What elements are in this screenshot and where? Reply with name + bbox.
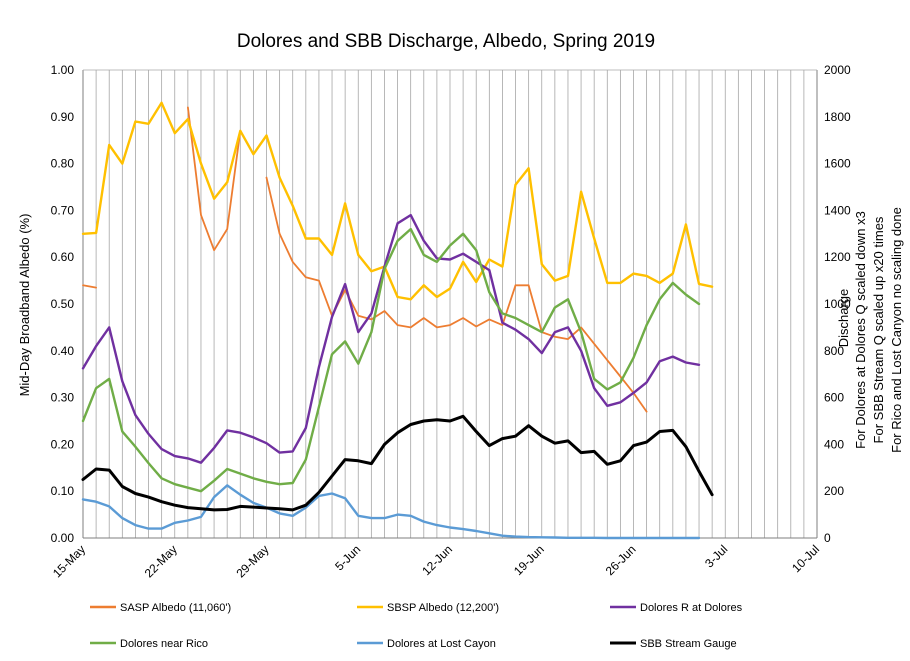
y2-tick-label: 200 bbox=[824, 484, 844, 498]
y2-tick-label: 1000 bbox=[824, 297, 851, 311]
legend-label: Dolores at Lost Cayon bbox=[387, 638, 496, 650]
y-tick-label: 0.30 bbox=[51, 391, 75, 405]
series-line bbox=[265, 176, 648, 413]
series-lines bbox=[81, 101, 714, 540]
series-line bbox=[81, 227, 701, 493]
y-tick-label: 0.20 bbox=[51, 437, 75, 451]
y2-tick-label: 0 bbox=[824, 531, 831, 545]
y2-tick-label: 1200 bbox=[824, 250, 851, 264]
legend-label: Dolores R at Dolores bbox=[640, 602, 743, 614]
y2-tick-label: 800 bbox=[824, 344, 844, 358]
y-tick-label: 0.50 bbox=[51, 297, 75, 311]
y-tick-label: 1.00 bbox=[51, 63, 75, 77]
y-tick-label: 0.90 bbox=[51, 110, 75, 124]
y2-tick-label: 2000 bbox=[824, 63, 851, 77]
y2-axis-title-line: For Rico and Lost Canyon no scaling done bbox=[889, 207, 904, 453]
y-tick-label: 0.10 bbox=[51, 484, 75, 498]
legend-label: SASP Albedo (11,060') bbox=[120, 602, 231, 614]
y2-axis-title: Discharge For Dolores at Dolores Q scaled… bbox=[836, 207, 904, 453]
y2-tick-label: 400 bbox=[824, 437, 844, 451]
y-tick-label: 0.60 bbox=[51, 250, 75, 264]
legend-label: Dolores near Rico bbox=[120, 638, 208, 650]
chart-title: Dolores and SBB Discharge, Albedo, Sprin… bbox=[237, 31, 655, 52]
y2-tick-label: 1800 bbox=[824, 110, 851, 124]
series-line bbox=[81, 213, 701, 464]
series-line bbox=[81, 414, 714, 512]
y-tick-label: 0.80 bbox=[51, 157, 75, 171]
legend-label: SBSP Albedo (12,200') bbox=[387, 602, 499, 614]
y2-axis-title-line: For SBB Stream Q scaled up x20 times bbox=[871, 216, 886, 443]
y2-axis-title-line: For Dolores at Dolores Q scaled down x3 bbox=[853, 211, 868, 449]
y2-tick-label: 1400 bbox=[824, 203, 851, 217]
y-axis-title: Mid-Day Broadband Albedo (%) bbox=[17, 214, 32, 397]
series-line bbox=[82, 284, 97, 289]
y2-tick-label: 600 bbox=[824, 391, 844, 405]
y-tick-label: 0.70 bbox=[51, 203, 75, 217]
legend-label: SBB Stream Gauge bbox=[640, 638, 737, 650]
series-line bbox=[186, 106, 242, 252]
legend: SASP Albedo (11,060') SBSP Albedo (12,200… bbox=[90, 602, 743, 650]
series-line bbox=[81, 484, 701, 540]
y-tick-label: 0.40 bbox=[51, 344, 75, 358]
grid bbox=[82, 70, 818, 538]
y2-tick-label: 1600 bbox=[824, 157, 851, 171]
y-tick-label: 0.00 bbox=[51, 531, 75, 545]
y2-axis-title-line: Discharge bbox=[836, 289, 851, 348]
series-line bbox=[81, 101, 714, 301]
